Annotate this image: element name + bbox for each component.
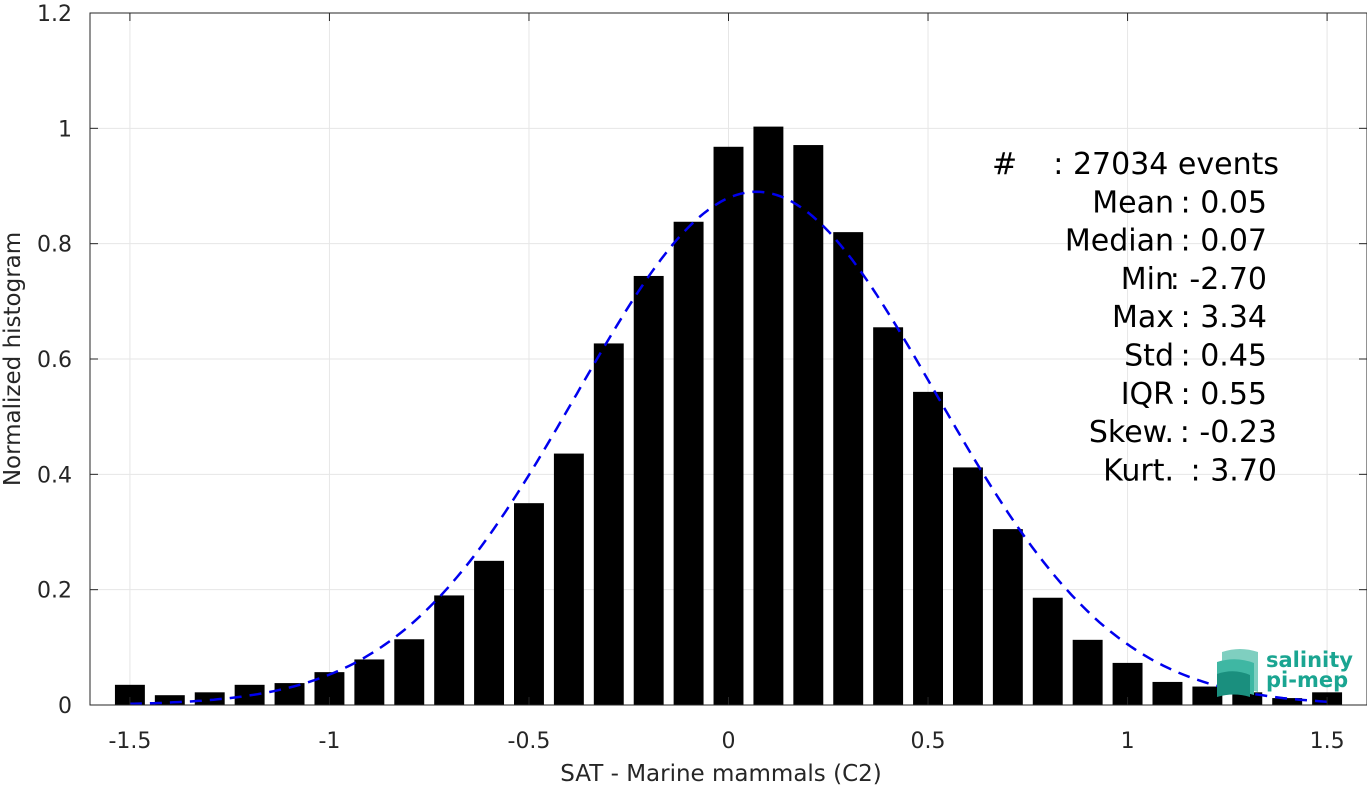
histogram-bar [593,343,624,705]
stat-value: : 3.34 [1181,300,1267,335]
stat-label: Mean [1092,185,1174,220]
y-tick-label: 1 [58,117,72,142]
stat-label: Min [1121,262,1174,297]
histogram-bar [354,659,385,705]
y-tick-label: 0.6 [37,348,72,373]
histogram-bar [514,503,544,705]
stat-value: : 0.45 [1181,339,1267,374]
histogram-bar [713,146,744,705]
y-tick-label: 0.4 [37,463,72,488]
stat-value: : 0.55 [1181,377,1267,412]
histogram-bar [474,560,505,705]
x-tick-label: -1.5 [108,729,151,754]
y-tick-labels: 0 0.2 0.4 0.6 0.8 1 1.2 [37,2,72,719]
histogram-bar [274,683,305,705]
stat-label: Median [1065,224,1174,259]
histogram-bar [394,639,425,705]
histogram-bar [154,695,185,705]
x-tick-label: 0 [722,729,736,754]
x-tick-label: -1 [318,729,340,754]
stat-value: : 0.05 [1181,185,1267,220]
histogram-bar [673,221,704,705]
histogram-bar [952,467,983,705]
x-tick-label: 1 [1121,729,1135,754]
y-tick-label: 0 [58,694,72,719]
x-tick-label: 1.5 [1310,729,1345,754]
logo-text-pi-mep: pi-mep [1266,668,1348,692]
histogram-bar [633,275,664,705]
y-tick-label: 0.2 [37,579,72,604]
histogram-bar [913,391,943,705]
histogram-bar [833,232,864,705]
histogram-bar [1072,639,1103,705]
stat-value: : -2.70 [1170,262,1267,297]
histogram-bar [1232,692,1263,705]
stat-label: Max [1112,300,1174,335]
histogram-bar [1192,686,1223,705]
histogram-bar [793,145,824,706]
histogram-bar [1032,597,1063,705]
stat-label: # [992,147,1017,182]
x-tick-label: -0.5 [508,729,551,754]
stat-value: : 27034 events [1053,147,1279,182]
x-tick-labels: -1.5 -1 -0.5 0 0.5 1 1.5 [108,729,1344,754]
histogram-bar [753,126,784,705]
histogram-bar [1152,681,1183,705]
stat-label: Std [1124,339,1174,374]
y-tick-label: 0.8 [37,233,72,258]
tick-marks [90,12,1367,706]
stat-label: Skew. [1089,415,1174,450]
stat-value: : 3.70 [1191,453,1277,488]
histogram-bar [992,529,1023,705]
histogram-bar [1272,698,1303,705]
gaussian-fit-curve [129,190,1328,706]
histogram-bar [114,684,145,705]
x-axis-title: SAT - Marine mammals (C2) [560,761,882,785]
logo-wave-icon [1217,649,1258,697]
histogram-bar [434,595,465,705]
histogram-bars [114,126,1343,706]
y-tick-label: 1.2 [37,2,72,27]
salinity-pi-mep-logo: salinity pi-mep [1217,648,1353,697]
x-tick-label: 0.5 [911,729,946,754]
y-axis-title: Normalized histogram [0,232,26,486]
stat-value: : -0.23 [1180,415,1277,450]
stat-value: : 0.07 [1181,224,1267,259]
histogram-bar [553,453,584,705]
logo-text-salinity: salinity [1266,648,1353,672]
histogram-bar [873,327,904,705]
stat-label: Kurt. [1103,453,1174,488]
stat-label: IQR [1121,377,1174,412]
histogram-bar [194,692,225,705]
